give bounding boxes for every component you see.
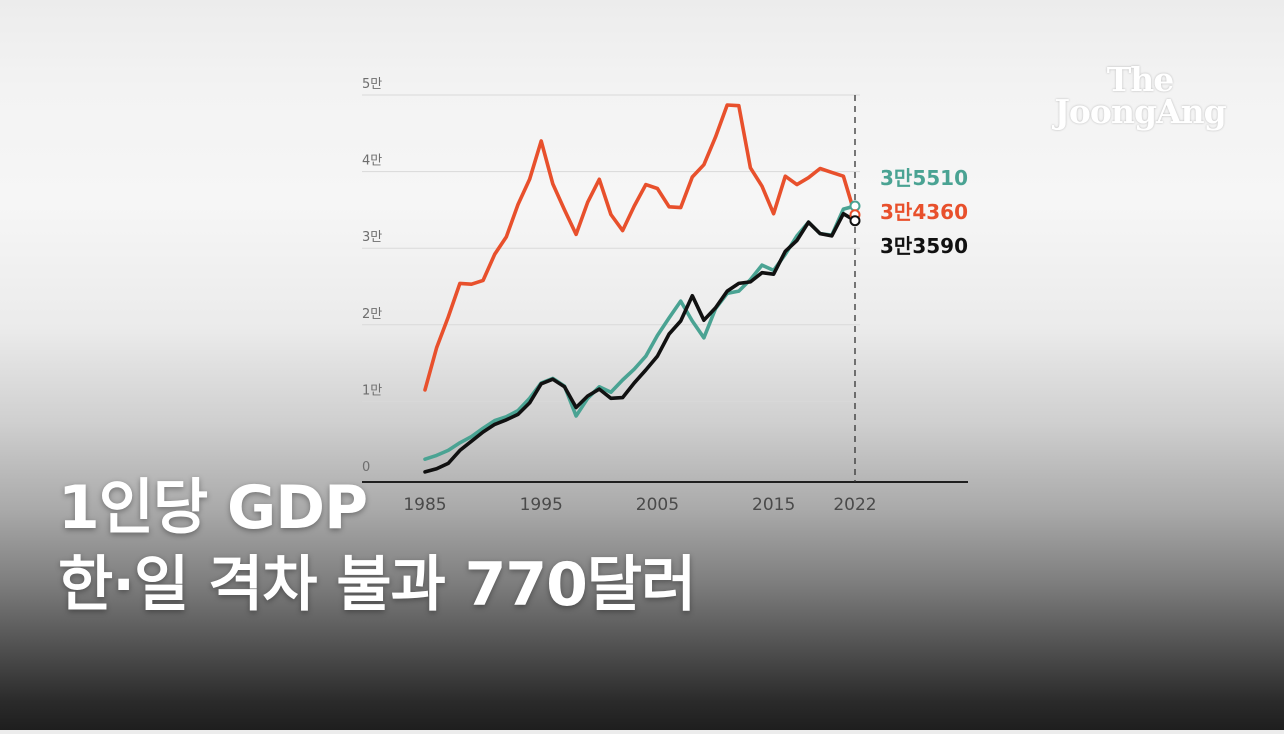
- logo-line-2: JoongAng: [1054, 91, 1226, 131]
- line-taiwan: [423, 211, 857, 474]
- y-tick-label-0: 0: [362, 460, 370, 475]
- end-marker-korea: [849, 200, 861, 212]
- y-tick-label-1: 1만: [362, 383, 382, 398]
- headline: 1인당 GDP 한·일 격차 불과 770달러: [58, 470, 696, 624]
- end-marker-taiwan: [849, 215, 861, 227]
- joongang-logo: The JoongAng: [1040, 60, 1240, 131]
- end-label-taiwan: 3만3590: [880, 234, 968, 258]
- end-label-japan: 3만4360: [880, 200, 968, 224]
- line-korea: [423, 204, 857, 462]
- x-tick-label-0: 1985: [403, 495, 446, 515]
- x-tick-label-3: 2015: [752, 495, 795, 515]
- y-tick-label-2: 2만: [362, 307, 382, 322]
- grid-layer: [362, 94, 968, 483]
- logo-line-1: The: [1106, 60, 1175, 99]
- headline-line-1: 1인당 GDP: [58, 473, 368, 543]
- x-tick-label-2: 2005: [636, 495, 679, 515]
- series-lines: [423, 103, 857, 474]
- end-label-korea: 3만5510: [880, 166, 968, 190]
- y-tick-label-4: 4만: [362, 154, 382, 169]
- y-tick-labels: 0 1만 2만 3만 4만 5만: [362, 77, 382, 475]
- end-markers: [849, 200, 861, 227]
- x-tick-label-1: 1995: [520, 495, 563, 515]
- y-tick-label-3: 3만: [362, 230, 382, 245]
- x-tick-labels: 1985 1995 2005 2015 2022: [403, 495, 876, 515]
- x-tick-label-4: 2022: [833, 495, 876, 515]
- y-tick-label-5: 5만: [362, 77, 382, 92]
- headline-line-2: 한·일 격차 불과 770달러: [58, 549, 696, 620]
- end-value-labels: 3만5510 3만4360 3만3590: [880, 166, 968, 258]
- line-japan: [423, 103, 857, 392]
